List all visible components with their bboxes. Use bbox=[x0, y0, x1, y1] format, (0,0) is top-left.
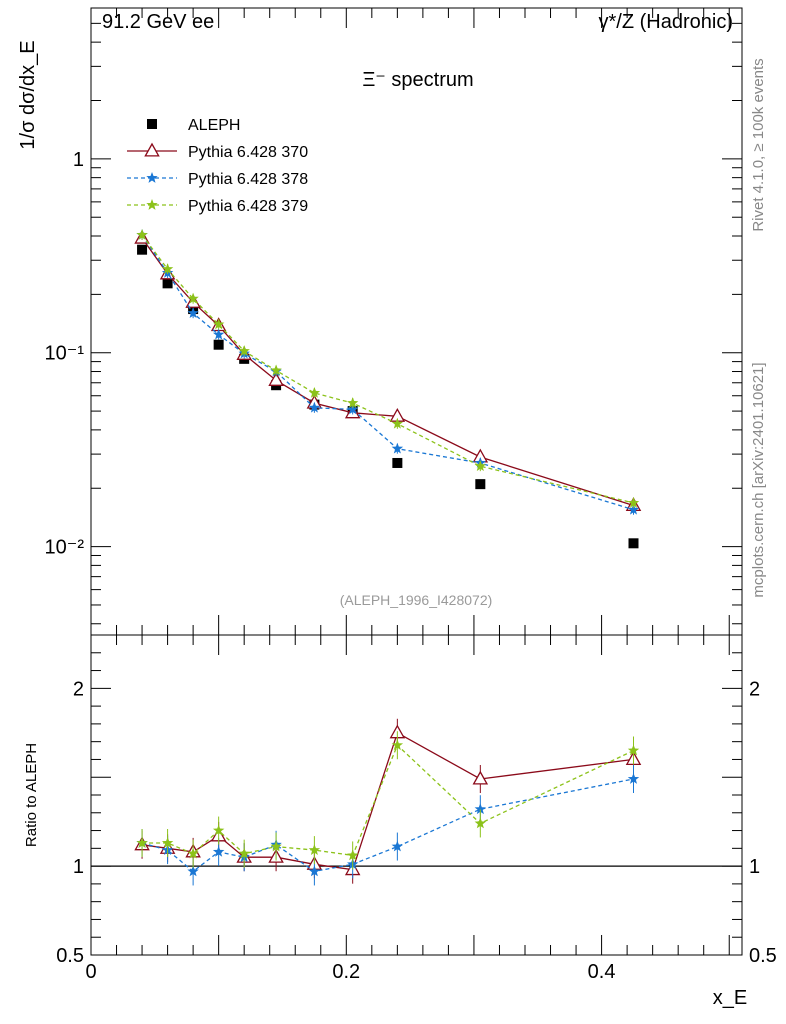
ratio-point-pythia-6-428-378 bbox=[474, 803, 486, 815]
series-line-pythia-6-428-370 bbox=[141, 237, 634, 507]
legend-label-aleph: ALEPH bbox=[188, 117, 240, 134]
y-tick-label: 10⁻² bbox=[45, 537, 85, 559]
data-point-pythia-6-428-378 bbox=[347, 403, 359, 415]
ratio-point-pythia-6-428-379 bbox=[212, 824, 225, 836]
ratio-y-tick-label-right: 0.5 bbox=[749, 945, 777, 967]
legend-marker-pythia-6-428-370 bbox=[144, 142, 160, 157]
legend: ALEPH Pythia 6.428 370 Pythia 6.428 378 Pyt… bbox=[127, 117, 308, 215]
data-point-pythia-6-428-379 bbox=[187, 292, 199, 304]
main-ylabel: 1/σ dσ/dx_E bbox=[17, 40, 39, 149]
data-point-pythia-6-428-379 bbox=[308, 387, 321, 398]
ratio-point-pythia-6-428-379 bbox=[161, 837, 174, 848]
ratio-line-pythia-6-428-370 bbox=[142, 731, 634, 871]
data-point-pythia-6-428-378 bbox=[627, 503, 640, 515]
x-tick-label: 0.4 bbox=[588, 961, 616, 983]
mcplots-label: mcplots.cern.ch [arXiv:2401.10621] bbox=[750, 362, 767, 597]
ratio-point-pythia-6-428-379 bbox=[391, 739, 404, 751]
main-yticklabels: 1 10⁻¹ 10⁻² bbox=[45, 149, 85, 559]
data-point-aleph bbox=[475, 479, 486, 490]
data-point-aleph bbox=[392, 457, 403, 468]
legend-label-pythia-6-428-379: Pythia 6.428 379 bbox=[188, 198, 308, 215]
data-point-pythia-6-428-379 bbox=[474, 460, 486, 471]
main-ticks bbox=[90, 7, 742, 635]
data-point-pythia-6-428-379 bbox=[270, 364, 282, 376]
ratio-y-tick-label-right: 1 bbox=[749, 856, 760, 878]
data-point-pythia-6-428-370 bbox=[268, 372, 284, 386]
y-tick-label: 10⁻¹ bbox=[45, 343, 85, 365]
data-point-pythia-6-428-379 bbox=[347, 397, 359, 408]
ratio-point-pythia-6-428-370 bbox=[472, 770, 489, 785]
data-point-pythia-6-428-378 bbox=[212, 328, 225, 340]
ratio-point-pythia-6-428-379 bbox=[308, 844, 321, 855]
data-point-pythia-6-428-379 bbox=[238, 345, 250, 356]
rivet-label: Rivet 4.1.0, ≥ 100k events bbox=[750, 58, 767, 231]
series-line-pythia-6-428-378 bbox=[141, 234, 634, 511]
ratio-point-pythia-6-428-379 bbox=[474, 817, 486, 829]
ratio-point-pythia-6-428-379 bbox=[347, 849, 359, 861]
x-tick-label: 0 bbox=[85, 961, 96, 983]
ratio-point-pythia-6-428-378 bbox=[391, 840, 404, 852]
ratio-point-pythia-6-428-378 bbox=[627, 773, 640, 784]
ratio-frame bbox=[90, 634, 743, 956]
ratio-yticklabels: 0.5 0.5 1 1 2 2 bbox=[56, 678, 777, 967]
legend-marker-pythia-6-428-379 bbox=[146, 199, 158, 210]
data-point-pythia-6-428-379 bbox=[391, 417, 404, 429]
ratio-point-pythia-6-428-379 bbox=[238, 847, 250, 859]
xticklabels: 0 0.2 0.4 bbox=[85, 961, 615, 983]
data-point-pythia-6-428-378 bbox=[187, 307, 199, 318]
header-left: 91.2 GeV ee bbox=[102, 11, 214, 33]
ratio-y-tick-label: 1 bbox=[73, 856, 84, 878]
ratio-y-tick-label: 2 bbox=[73, 678, 84, 700]
data-point-pythia-6-428-379 bbox=[136, 229, 148, 240]
main-panel: 1 10⁻¹ 10⁻² Ξ⁻ spectrum (ALEPH_1996_I42807… bbox=[17, 7, 743, 636]
main-series bbox=[134, 229, 642, 549]
legend-marker-aleph bbox=[147, 119, 157, 129]
ratio-panel: 0.5 0.5 1 1 2 2 Ratio to ALEPH 0 0.2 0.4 x_E bbox=[23, 634, 777, 1009]
x-tick-label: 0.2 bbox=[332, 961, 360, 983]
chart-title: Ξ⁻ spectrum bbox=[362, 69, 473, 91]
ratio-y-tick-label: 0.5 bbox=[56, 945, 84, 967]
data-point-pythia-6-428-379 bbox=[627, 496, 640, 508]
xlabel: x_E bbox=[713, 987, 747, 1009]
data-point-pythia-6-428-378 bbox=[391, 442, 404, 454]
ratio-point-pythia-6-428-378 bbox=[187, 865, 199, 877]
legend-marker-pythia-6-428-378 bbox=[146, 172, 158, 183]
ratio-point-pythia-6-428-379 bbox=[187, 847, 199, 859]
legend-label-pythia-6-428-378: Pythia 6.428 378 bbox=[188, 171, 308, 188]
ratio-line-pythia-6-428-378 bbox=[141, 778, 634, 873]
ratio-series bbox=[134, 718, 642, 886]
data-point-aleph bbox=[137, 244, 148, 255]
data-point-pythia-6-428-378 bbox=[308, 401, 321, 413]
ratio-point-pythia-6-428-379 bbox=[136, 837, 148, 848]
ratio-y-tick-label-right: 2 bbox=[749, 678, 760, 700]
legend-label-pythia-6-428-370: Pythia 6.428 370 bbox=[188, 144, 308, 161]
data-point-aleph bbox=[162, 278, 173, 289]
ratio-ylabel: Ratio to ALEPH bbox=[23, 743, 40, 847]
analysis-label: (ALEPH_1996_I428072) bbox=[340, 592, 493, 608]
data-point-pythia-6-428-379 bbox=[161, 263, 174, 274]
y-tick-label: 1 bbox=[73, 149, 84, 171]
ratio-point-pythia-6-428-379 bbox=[627, 744, 640, 756]
ratio-point-pythia-6-428-379 bbox=[270, 840, 282, 852]
header-right: γ*/Z (Hadronic) bbox=[599, 11, 733, 33]
data-point-aleph bbox=[213, 339, 224, 350]
ratio-point-pythia-6-428-378 bbox=[308, 865, 321, 877]
ratio-ticks bbox=[90, 634, 742, 956]
series-line-pythia-6-428-379 bbox=[141, 234, 634, 504]
data-point-aleph bbox=[628, 538, 639, 549]
ratio-point-pythia-6-428-378 bbox=[212, 845, 225, 857]
data-point-pythia-6-428-379 bbox=[212, 318, 225, 330]
main-frame bbox=[90, 7, 743, 636]
